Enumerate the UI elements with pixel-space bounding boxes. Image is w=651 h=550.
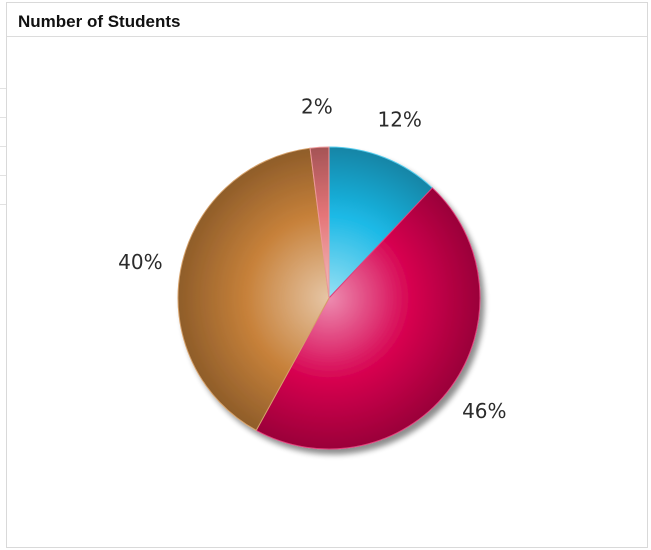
- panel-title: Number of Students: [7, 3, 647, 37]
- slice-label: 2%: [301, 94, 333, 118]
- chart-area: 12% 46% 40% 2%: [7, 37, 647, 547]
- chart-panel: Number of Students 12% 46% 40% 2%: [6, 2, 648, 548]
- pie-slice-46-percent: [255, 187, 481, 450]
- slice-label: 46%: [462, 399, 506, 423]
- slice-label: 12%: [377, 108, 421, 132]
- pie-slice-40-percent: [177, 147, 330, 431]
- pie-slice-12-percent: [328, 146, 434, 300]
- pie-chart: 12% 46% 40% 2%: [118, 94, 507, 450]
- slice-label: 40%: [118, 250, 162, 274]
- pie-slice-2-percent: [309, 146, 330, 299]
